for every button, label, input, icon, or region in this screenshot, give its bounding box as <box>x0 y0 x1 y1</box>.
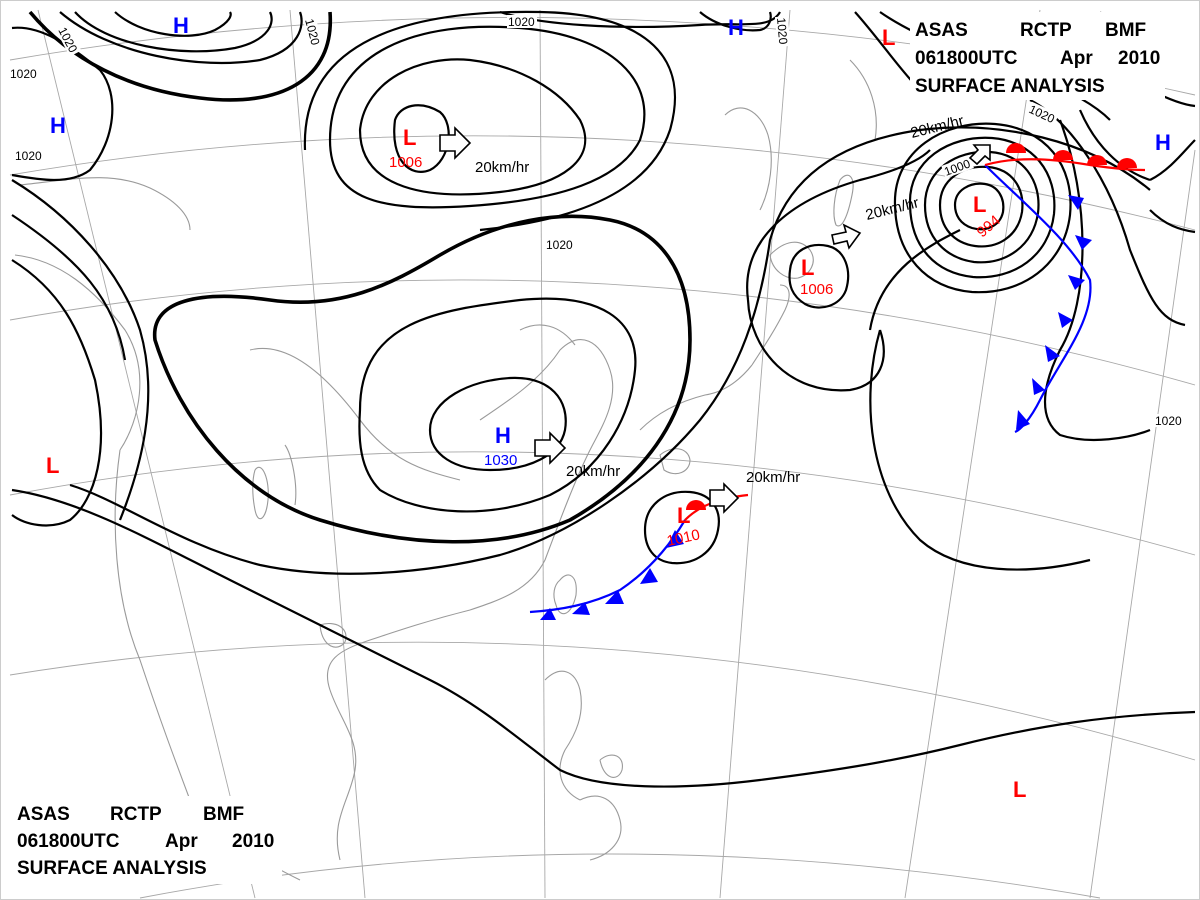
arrow-icon <box>534 431 567 465</box>
header-datetime: 2010 <box>1118 48 1160 69</box>
low-pressure-symbol: L <box>403 125 416 150</box>
high-pressure-symbol: H <box>495 423 511 448</box>
warm-front-east <box>984 143 1146 172</box>
header-title: SURFACE ANALYSIS <box>17 858 207 879</box>
isobar-label: 1020 <box>302 17 323 47</box>
header-bottom-backdrop <box>12 796 282 884</box>
isobar-label-backdrop <box>9 67 39 80</box>
low-pressure-value: 1010 <box>665 526 701 550</box>
isobar-label: 1020 <box>546 238 573 252</box>
isobar-label-backdrop <box>302 16 324 49</box>
isobar-label: 1020 <box>1155 414 1182 428</box>
header-datetime: 061800UTC <box>915 48 1018 69</box>
motion-label: 20km/hr <box>746 469 800 486</box>
isobar-label-backdrop <box>1026 101 1059 127</box>
arrow-icon <box>439 126 472 160</box>
low-pressure-symbol: L <box>1013 777 1026 802</box>
motion-label: 20km/hr <box>475 159 529 176</box>
header-station-code: ASAS <box>17 804 70 825</box>
low-pressure-value: 1006 <box>800 281 833 298</box>
fronts <box>529 143 1146 620</box>
isobar-label-backdrop <box>941 155 974 179</box>
header-top: ASAS RCTP BMF 061800UTC Apr 2010 SURFACE… <box>910 12 1165 100</box>
isobar-label-backdrop <box>14 149 44 162</box>
header-station-code: RCTP <box>1020 20 1072 41</box>
motion-label: 20km/hr <box>566 463 620 480</box>
isobar-label: 1020 <box>15 149 42 163</box>
cold-front-east <box>984 164 1092 434</box>
low-pressure-symbol: L <box>973 192 986 217</box>
high-pressure-symbol: H <box>173 13 189 38</box>
isobar-label: 1020 <box>508 15 535 29</box>
cold-front-south <box>529 519 686 620</box>
high-pressure-symbol: H <box>728 15 744 40</box>
isobar-label-backdrop <box>55 23 82 57</box>
arrow-icon <box>831 223 862 250</box>
isobar-label-backdrop <box>545 238 575 251</box>
header-top-backdrop <box>910 12 1165 100</box>
isobar-label: 1020 <box>10 67 37 81</box>
arrow-icon <box>968 144 991 166</box>
header-station-code: BMF <box>1105 20 1146 41</box>
low-pressure-symbol: L <box>677 503 690 528</box>
header-station-code: ASAS <box>915 20 968 41</box>
isobar-label-backdrop <box>507 15 537 28</box>
high-pressure-value: 1030 <box>484 452 517 469</box>
motion-arrows <box>439 126 991 514</box>
low-pressure-symbol: L <box>46 453 59 478</box>
header-station-code: RCTP <box>110 804 162 825</box>
header-datetime: 061800UTC <box>17 831 120 852</box>
header-station-code: BMF <box>203 804 244 825</box>
header-datetime: 2010 <box>232 831 274 852</box>
isobar-label-backdrop <box>774 16 791 48</box>
header-datetime: Apr <box>165 831 198 852</box>
isobars <box>11 10 1196 788</box>
isobar-label-backdrop <box>1154 414 1184 427</box>
isobar-label: 1020 <box>774 17 790 45</box>
low-pressure-symbol: L <box>882 25 895 50</box>
low-pressure-symbol: L <box>801 255 814 280</box>
header-bottom: ASAS RCTP BMF 061800UTC Apr 2010 SURFACE… <box>12 796 282 884</box>
header-title: SURFACE ANALYSIS <box>915 76 1105 97</box>
high-pressure-symbol: H <box>1155 130 1171 155</box>
high-pressure-symbol: H <box>50 113 66 138</box>
header-datetime: Apr <box>1060 48 1093 69</box>
low-pressure-value: 1006 <box>389 154 422 171</box>
arrow-icon <box>709 482 740 514</box>
